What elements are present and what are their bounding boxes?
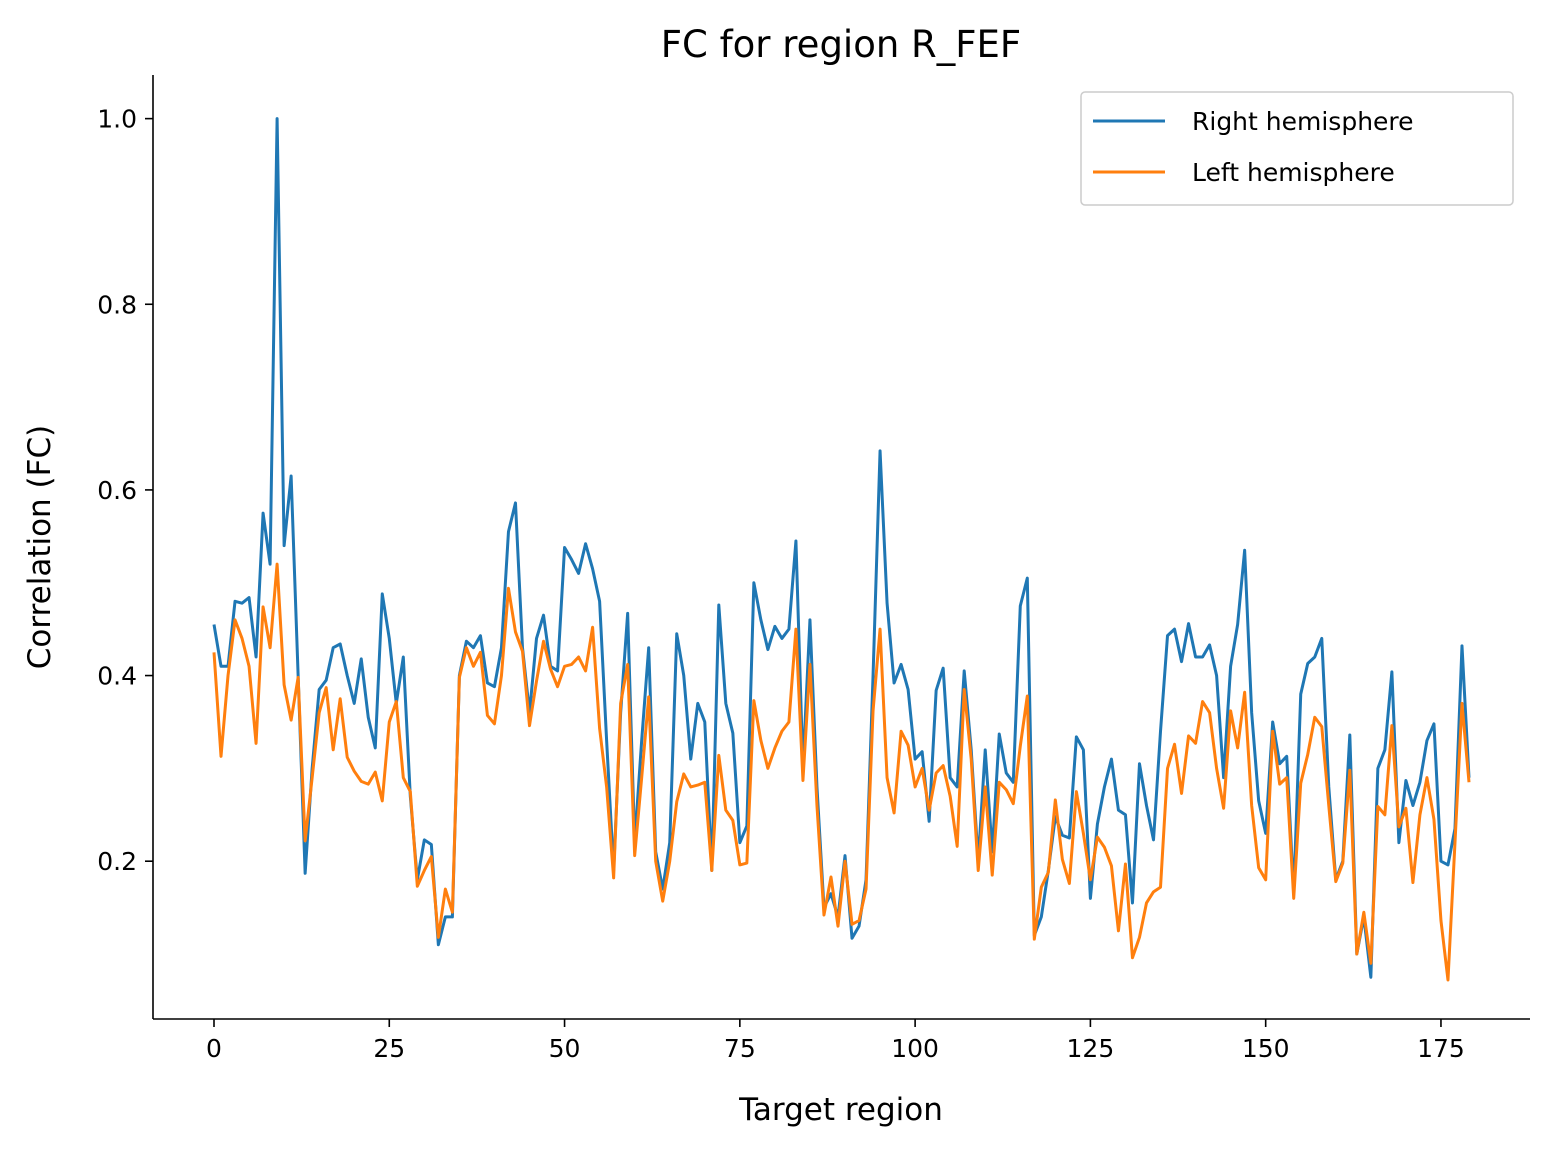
x-tick-label: 50 [549,1034,581,1063]
x-tick-label: 25 [373,1034,405,1063]
plot-area: 0 25 50 75 100 125 150 175 0.2 0.4 0.6 0.8 1.0 [97,75,1530,1063]
series-line-left-hemisphere [212,562,1471,982]
y-tick-label: 0.8 [97,290,137,319]
x-axis-label: Target region [738,1092,943,1128]
x-tick-label: 0 [206,1034,222,1063]
legend-frame [1080,91,1514,206]
legend: Right hemisphere Left hemisphere [1080,91,1514,206]
x-tick-label: 100 [891,1034,939,1063]
x-tick-label: 125 [1067,1034,1115,1063]
x-ticks: 0 25 50 75 100 125 150 175 [206,1019,1465,1063]
x-tick-label: 150 [1242,1034,1290,1063]
series-line-right-hemisphere [212,117,1471,979]
legend-label-right-hemisphere: Right hemisphere [1192,107,1414,136]
y-ticks: 0.2 0.4 0.6 0.8 1.0 [97,105,153,876]
y-tick-label: 1.0 [97,105,137,134]
y-tick-label: 0.2 [97,847,137,876]
y-tick-label: 0.6 [97,476,137,505]
y-tick-label: 0.4 [97,662,137,691]
series-layer [212,117,1471,982]
chart-title: FC for region R_FEF [661,23,1021,66]
y-axis-label: Correlation (FC) [22,425,58,669]
x-tick-label: 75 [724,1034,756,1063]
x-tick-label: 175 [1417,1034,1465,1063]
legend-label-left-hemisphere: Left hemisphere [1192,158,1395,187]
